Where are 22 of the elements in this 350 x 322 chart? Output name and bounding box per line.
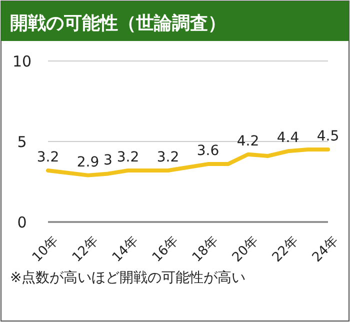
x-tick-label: 14年 <box>110 234 142 266</box>
data-label: 2.9 <box>76 154 100 170</box>
y-tick-label: 10 <box>12 52 32 70</box>
x-tick-label: 18年 <box>190 234 222 266</box>
data-label: 4.2 <box>236 133 260 150</box>
data-label: 3.2 <box>36 149 60 166</box>
text: ※点数が高いほど開戦の可能性が高い <box>10 270 246 286</box>
y-tick-label: 5 <box>17 132 27 151</box>
y-tick-label: 0 <box>17 213 27 232</box>
chart-title: 開戦の可能性（世論調査） <box>10 13 226 34</box>
x-tick-label: 16年 <box>150 234 182 266</box>
x-tick-label: 10年 <box>30 234 62 266</box>
data-label: 3.6 <box>196 143 220 160</box>
x-tick-label: 24年 <box>310 234 342 266</box>
data-label: 3 <box>104 152 112 169</box>
data-label: 3.2 <box>156 149 180 166</box>
x-tick-label: 20年 <box>230 234 262 266</box>
x-tick-label: 22年 <box>270 234 302 266</box>
data-label: 3.2 <box>116 149 140 166</box>
data-label: 4.5 <box>316 128 340 145</box>
x-tick-label: 12年 <box>70 234 102 266</box>
data-label: 4.4 <box>276 130 300 146</box>
